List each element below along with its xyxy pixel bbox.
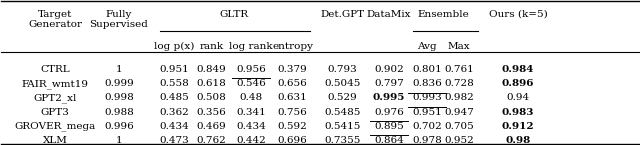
- Text: 0.864: 0.864: [374, 136, 404, 145]
- Text: Fully
Supervised: Fully Supervised: [90, 10, 148, 29]
- Text: 0.797: 0.797: [374, 79, 404, 88]
- Text: XLM: XLM: [42, 136, 67, 145]
- Text: 0.947: 0.947: [444, 107, 474, 116]
- Text: 1: 1: [116, 65, 122, 74]
- Text: 0.508: 0.508: [196, 93, 227, 102]
- Text: 0.7355: 0.7355: [324, 136, 360, 145]
- Text: GROVER_mega: GROVER_mega: [14, 122, 95, 131]
- Text: 0.434: 0.434: [236, 122, 266, 130]
- Text: log rank: log rank: [229, 42, 273, 51]
- Text: 0.5415: 0.5415: [324, 122, 360, 130]
- Text: 0.592: 0.592: [278, 122, 307, 130]
- Text: 0.952: 0.952: [444, 136, 474, 145]
- Text: 0.469: 0.469: [196, 122, 227, 130]
- Text: 0.762: 0.762: [196, 136, 227, 145]
- Text: 0.988: 0.988: [104, 107, 134, 116]
- Text: 0.618: 0.618: [196, 79, 227, 88]
- Text: 0.836: 0.836: [412, 79, 442, 88]
- Text: 0.356: 0.356: [196, 107, 227, 116]
- Text: 0.951: 0.951: [412, 107, 442, 116]
- Text: 0.529: 0.529: [328, 93, 357, 102]
- Text: 0.995: 0.995: [372, 93, 405, 102]
- Text: 0.702: 0.702: [412, 122, 442, 130]
- Text: GLTR: GLTR: [219, 10, 248, 19]
- Text: rank: rank: [200, 42, 223, 51]
- Text: CTRL: CTRL: [40, 65, 70, 74]
- Text: 0.978: 0.978: [412, 136, 442, 145]
- Text: 0.94: 0.94: [506, 93, 529, 102]
- Text: 0.5485: 0.5485: [324, 107, 360, 116]
- Text: FAIR_wmt19: FAIR_wmt19: [22, 79, 88, 89]
- Text: 0.48: 0.48: [239, 93, 262, 102]
- Text: 0.341: 0.341: [236, 107, 266, 116]
- Text: 0.902: 0.902: [374, 65, 404, 74]
- Text: log p(x): log p(x): [154, 42, 195, 51]
- Text: 0.982: 0.982: [444, 93, 474, 102]
- Text: 0.705: 0.705: [444, 122, 474, 130]
- Text: 0.998: 0.998: [104, 93, 134, 102]
- Text: Det.GPT: Det.GPT: [320, 10, 364, 19]
- Text: Target
Generator: Target Generator: [28, 10, 82, 29]
- Text: 0.801: 0.801: [412, 65, 442, 74]
- Text: DataMix: DataMix: [367, 10, 412, 19]
- Text: 0.485: 0.485: [159, 93, 189, 102]
- Text: 0.442: 0.442: [236, 136, 266, 145]
- Text: 0.728: 0.728: [444, 79, 474, 88]
- Text: 0.362: 0.362: [159, 107, 189, 116]
- Text: 0.631: 0.631: [278, 93, 307, 102]
- Text: Avg: Avg: [417, 42, 437, 51]
- Text: 0.984: 0.984: [502, 65, 534, 74]
- Text: 0.98: 0.98: [506, 136, 531, 145]
- Text: 0.983: 0.983: [502, 107, 534, 116]
- Text: 0.756: 0.756: [278, 107, 307, 116]
- Text: 0.379: 0.379: [278, 65, 307, 74]
- Text: entropy: entropy: [272, 42, 313, 51]
- Text: 0.558: 0.558: [159, 79, 189, 88]
- Text: Max: Max: [448, 42, 470, 51]
- Text: 0.976: 0.976: [374, 107, 404, 116]
- Text: 0.546: 0.546: [236, 79, 266, 88]
- Text: 0.696: 0.696: [278, 136, 307, 145]
- Text: 0.434: 0.434: [159, 122, 189, 130]
- Text: 1: 1: [116, 136, 122, 145]
- Text: Ensemble: Ensemble: [417, 10, 469, 19]
- Text: 0.793: 0.793: [328, 65, 357, 74]
- Text: 0.996: 0.996: [104, 122, 134, 130]
- Text: Ours (k=5): Ours (k=5): [488, 10, 547, 19]
- Text: 0.951: 0.951: [159, 65, 189, 74]
- Text: 0.5045: 0.5045: [324, 79, 360, 88]
- Text: 0.999: 0.999: [104, 79, 134, 88]
- Text: 0.761: 0.761: [444, 65, 474, 74]
- Text: GPT2_xl: GPT2_xl: [33, 93, 77, 103]
- Text: 0.849: 0.849: [196, 65, 227, 74]
- Text: 0.956: 0.956: [236, 65, 266, 74]
- Text: 0.912: 0.912: [502, 122, 534, 130]
- Text: 0.895: 0.895: [374, 122, 404, 130]
- Text: GPT3: GPT3: [40, 107, 69, 116]
- Text: 0.896: 0.896: [502, 79, 534, 88]
- Text: 0.473: 0.473: [159, 136, 189, 145]
- Text: 0.656: 0.656: [278, 79, 307, 88]
- Text: 0.993: 0.993: [412, 93, 442, 102]
